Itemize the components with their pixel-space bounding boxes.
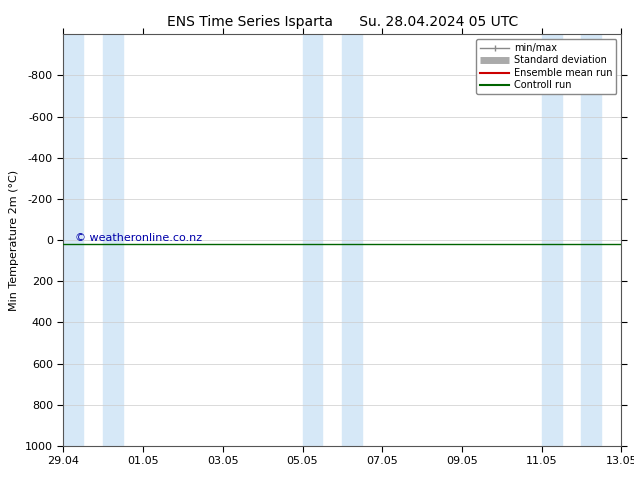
Title: ENS Time Series Isparta      Su. 28.04.2024 05 UTC: ENS Time Series Isparta Su. 28.04.2024 0… bbox=[167, 15, 518, 29]
Bar bbox=[103, 34, 123, 446]
Y-axis label: Min Temperature 2m (°C): Min Temperature 2m (°C) bbox=[10, 170, 20, 311]
Bar bbox=[541, 34, 562, 446]
Legend: min/max, Standard deviation, Ensemble mean run, Controll run: min/max, Standard deviation, Ensemble me… bbox=[476, 39, 616, 94]
Bar bbox=[342, 34, 362, 446]
Bar bbox=[63, 34, 83, 446]
Text: © weatheronline.co.nz: © weatheronline.co.nz bbox=[75, 233, 202, 243]
Bar bbox=[302, 34, 323, 446]
Bar bbox=[581, 34, 602, 446]
